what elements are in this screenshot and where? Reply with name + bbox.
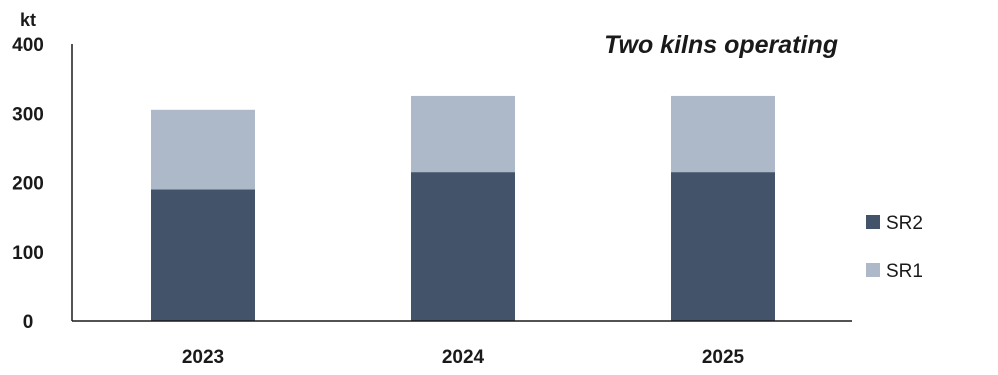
y-axis-unit-label: kt [20, 10, 36, 30]
y-tick-label: 100 [12, 243, 44, 264]
x-labels-layer: 2023 2024 2025 [182, 347, 745, 368]
bars-layer [151, 95, 775, 321]
legend-label: SR1 [886, 261, 923, 282]
legend-item-sr2: SR2 [866, 213, 923, 234]
y-tick-label: 0 [23, 312, 34, 333]
x-category-label: 2025 [702, 347, 745, 368]
y-ticks-layer: 0 100 200 300 400 [12, 35, 44, 333]
y-tick-label: 200 [12, 174, 44, 195]
legend-item-sr1: SR1 [866, 261, 923, 282]
chart-annotation: Two kilns operating [604, 31, 838, 59]
x-category-label: 2023 [182, 347, 224, 368]
y-tick-label: 400 [12, 35, 44, 56]
bar-sr2-2023 [151, 189, 255, 321]
legend: SR2 SR1 [866, 213, 923, 282]
y-tick-label: 300 [12, 104, 44, 125]
bar-sr2-2025 [671, 172, 775, 321]
x-category-label: 2024 [442, 347, 485, 368]
bar-sr1-2023 [151, 109, 255, 190]
bar-sr2-2024 [411, 172, 515, 321]
legend-swatch [866, 215, 880, 229]
bar-sr1-2024 [411, 95, 515, 173]
legend-label: SR2 [886, 213, 923, 234]
bar-sr1-2025 [671, 95, 775, 173]
legend-swatch [866, 263, 880, 277]
